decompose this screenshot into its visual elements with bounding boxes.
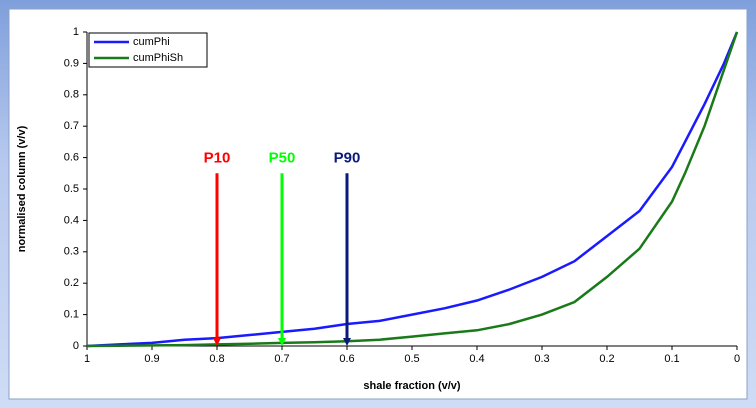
y-tick-label: 0.4 <box>64 214 79 226</box>
y-tick-label: 0.3 <box>64 246 79 258</box>
y-tick-label: 0.6 <box>64 152 79 164</box>
x-tick-label: 0.8 <box>209 353 224 365</box>
x-tick-label: 1 <box>84 353 90 365</box>
annotation-label: P10 <box>204 149 231 166</box>
x-tick-label: 0.4 <box>469 353 484 365</box>
x-tick-label: 0.2 <box>599 353 614 365</box>
x-tick-label: 0.6 <box>339 353 354 365</box>
x-tick-label: 0.5 <box>404 353 419 365</box>
arrow-head <box>213 338 221 346</box>
x-tick-label: 0.3 <box>534 353 549 365</box>
y-tick-label: 0.1 <box>64 309 79 321</box>
annotation-label: P50 <box>269 149 296 166</box>
y-tick-label: 0.7 <box>64 120 79 132</box>
y-tick-label: 0.5 <box>64 183 79 195</box>
annotation-label: P90 <box>334 149 361 166</box>
x-tick-label: 0.7 <box>274 353 289 365</box>
y-tick-label: 0.9 <box>64 57 79 69</box>
x-axis-title: shale fraction (v/v) <box>363 380 461 392</box>
y-axis-title: normalised column (v/v) <box>16 125 28 252</box>
line-series <box>86 31 739 348</box>
y-tick-label: 0.8 <box>64 89 79 101</box>
legend-label: cumPhiSh <box>133 52 183 64</box>
line-series <box>86 31 739 348</box>
chart-area <box>8 8 748 400</box>
legend-box <box>88 32 208 68</box>
legend-label: cumPhi <box>133 36 170 48</box>
x-tick-label: 0.1 <box>664 353 679 365</box>
y-tick-label: 0.2 <box>64 277 79 289</box>
y-tick-label: 0 <box>73 340 79 352</box>
y-tick-label: 1 <box>73 26 79 38</box>
arrow-head <box>343 338 351 346</box>
x-tick-label: 0 <box>734 353 740 365</box>
arrow-head <box>278 338 286 346</box>
x-tick-label: 0.9 <box>144 353 159 365</box>
